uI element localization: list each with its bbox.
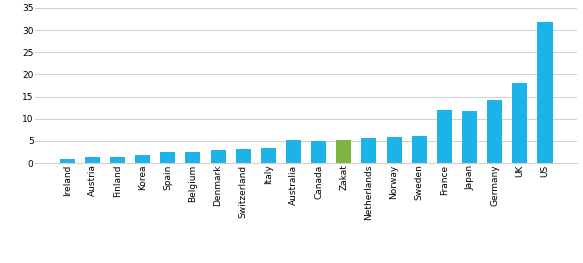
Bar [261, 148, 276, 163]
Bar [487, 100, 502, 163]
Bar [538, 22, 553, 163]
Bar [512, 83, 528, 163]
Bar [110, 157, 125, 163]
Bar [437, 110, 452, 163]
Bar [59, 159, 75, 163]
Bar [286, 140, 301, 163]
Bar [387, 137, 402, 163]
Bar [412, 136, 427, 163]
Bar [135, 155, 150, 163]
Bar [236, 149, 251, 163]
Bar [185, 152, 201, 163]
Bar [210, 150, 226, 163]
Bar [462, 111, 477, 163]
Bar [336, 140, 352, 163]
Bar [311, 141, 326, 163]
Bar [85, 157, 100, 163]
Bar [361, 138, 377, 163]
Bar [160, 153, 175, 163]
